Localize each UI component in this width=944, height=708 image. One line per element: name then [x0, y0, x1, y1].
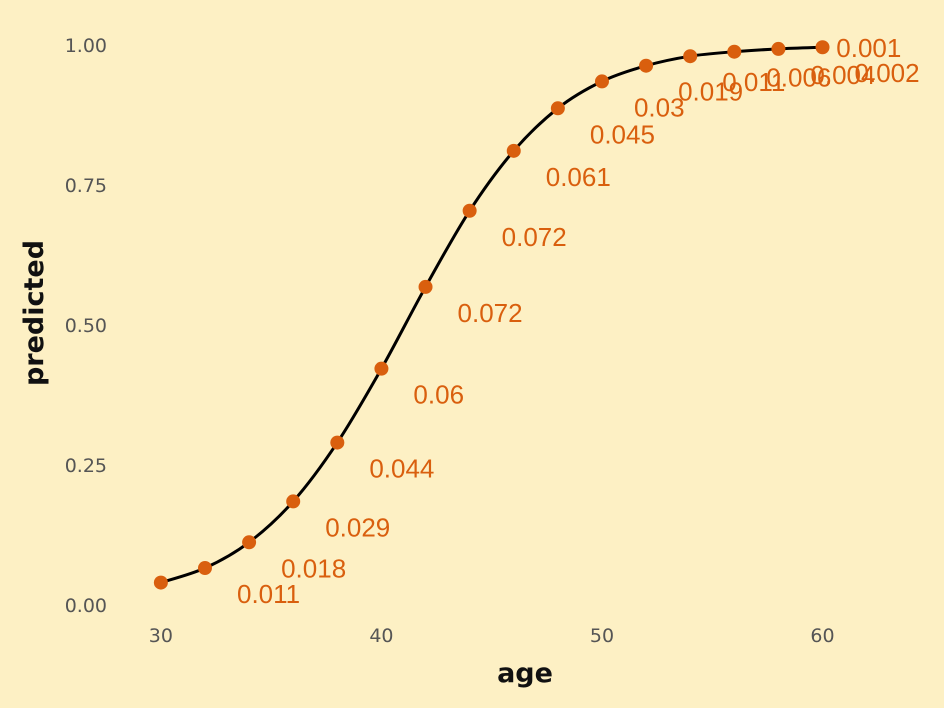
data-label: 0.029	[325, 512, 390, 542]
data-point	[727, 44, 742, 59]
data-point	[330, 435, 345, 450]
data-label: 0.001	[836, 33, 901, 63]
data-label: 0.06	[413, 380, 464, 410]
y-axis-ticks: 0.00 0.25 0.50 0.75 1.00	[65, 35, 107, 617]
data-label: 0.044	[369, 454, 434, 484]
data-labels: 0.0110.0180.0290.0440.060.0720.0720.0610…	[237, 33, 920, 609]
data-point	[683, 49, 698, 64]
x-axis-title: age	[497, 658, 553, 689]
data-point	[197, 561, 212, 576]
data-label: 0.061	[546, 162, 611, 192]
data-point	[506, 143, 521, 158]
y-tick-label: 0.75	[65, 175, 107, 197]
data-label: 0.072	[502, 222, 567, 252]
data-point	[639, 58, 654, 73]
data-points	[153, 40, 830, 590]
data-point	[153, 575, 168, 590]
data-point	[462, 203, 477, 218]
data-label: 0.011	[722, 67, 785, 97]
x-axis-ticks: 30 40 50 60	[149, 625, 835, 647]
data-label: 0.019	[678, 77, 743, 107]
y-axis-title: predicted	[19, 240, 50, 386]
x-tick-label: 30	[149, 625, 173, 647]
data-label: 0.006	[766, 63, 831, 93]
y-tick-label: 0.50	[65, 315, 107, 337]
data-point	[815, 40, 830, 55]
data-point	[286, 494, 301, 509]
data-point	[242, 535, 257, 550]
x-tick-label: 40	[369, 625, 393, 647]
data-label: 0.072	[458, 298, 523, 328]
x-tick-label: 50	[590, 625, 614, 647]
data-point	[374, 361, 389, 376]
data-label: 0.045	[590, 119, 655, 149]
y-tick-label: 1.00	[65, 35, 107, 57]
data-label: 0.004	[810, 60, 875, 90]
y-tick-label: 0.00	[65, 595, 107, 617]
data-label: 0.03	[634, 92, 685, 122]
data-point	[771, 41, 786, 56]
fitted-curve	[160, 45, 823, 585]
data-point	[418, 279, 433, 294]
data-label: 0.011	[237, 579, 300, 609]
data-point	[550, 101, 565, 116]
data-label: 0.018	[281, 553, 346, 583]
y-tick-label: 0.25	[65, 455, 107, 477]
data-label: 0.002	[855, 58, 920, 88]
x-tick-label: 60	[810, 625, 834, 647]
data-point	[594, 74, 609, 89]
